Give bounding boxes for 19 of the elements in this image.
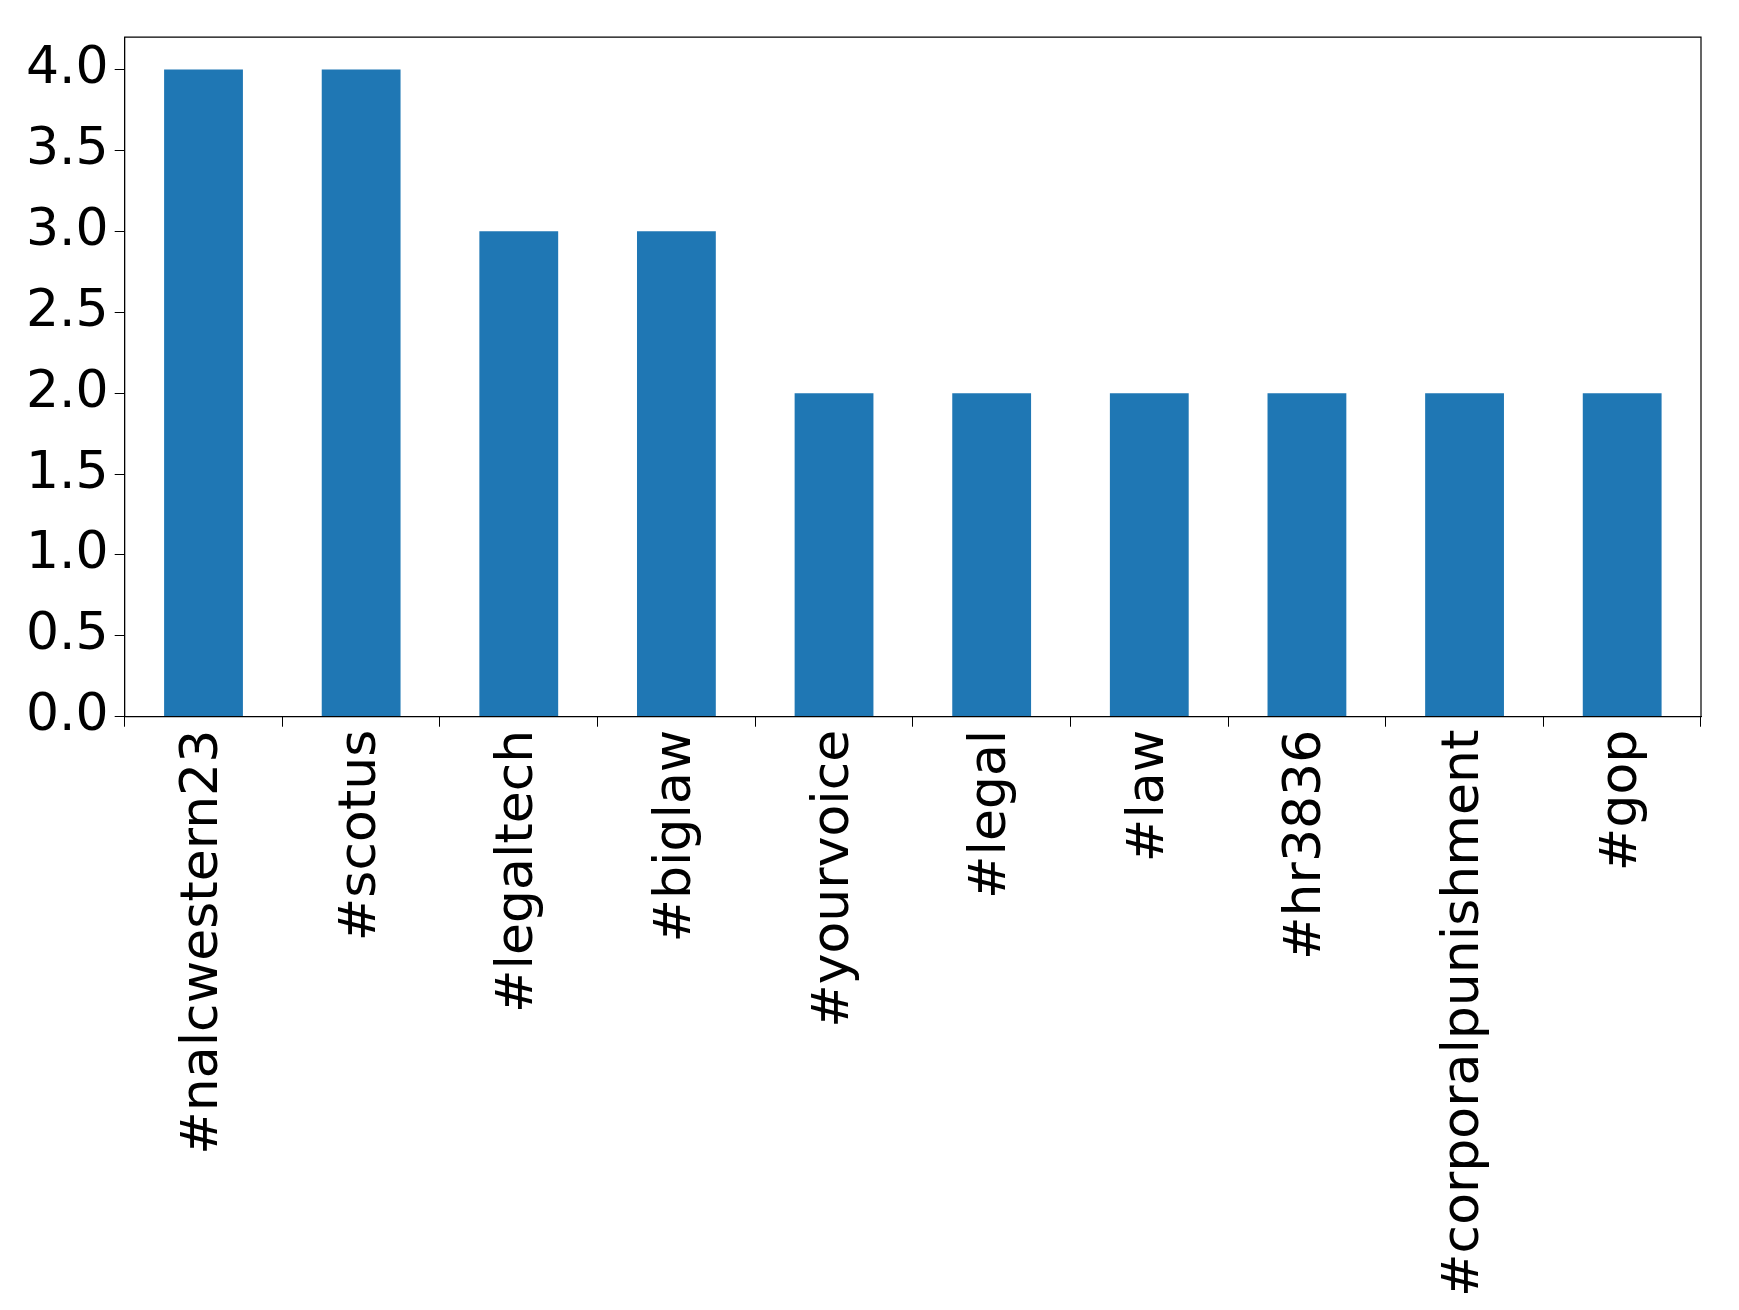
x-tick-label: #nalcwestern23 — [169, 729, 230, 1155]
y-tick-label: 4.0 — [25, 35, 109, 96]
y-tick-label: 2.5 — [25, 277, 109, 338]
y-tick-label: 3.5 — [25, 115, 109, 176]
y-tick-label: 2.0 — [25, 358, 109, 419]
y-tick-label: 0.0 — [25, 682, 109, 743]
x-tick-label: #gop — [1587, 729, 1648, 872]
y-tick-label: 1.0 — [25, 520, 109, 581]
x-tick-label: #hr3836 — [1272, 729, 1333, 960]
x-tick-label: #biglaw — [641, 729, 702, 943]
y-tick-label: 3.0 — [25, 196, 109, 257]
y-tick-label: 1.5 — [25, 439, 109, 500]
x-tick-label: #scotus — [326, 729, 387, 942]
x-tick-label: #legaltech — [484, 729, 545, 1013]
x-tick-label: #law — [1114, 729, 1175, 863]
x-tick-label: #legal — [957, 729, 1018, 900]
y-tick-label: 0.5 — [25, 601, 109, 662]
x-tick-label: #corporalpunishment — [1430, 729, 1491, 1297]
x-tick-label: #yourvoice — [799, 729, 860, 1028]
